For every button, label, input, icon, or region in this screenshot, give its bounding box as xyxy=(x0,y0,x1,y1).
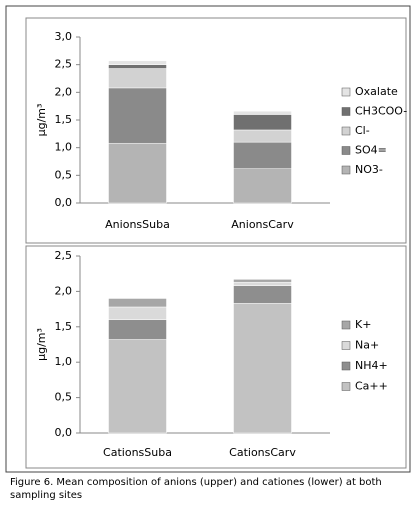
bar-segment xyxy=(233,279,292,283)
y-tick-label: 0,0 xyxy=(55,426,73,439)
bar-segment xyxy=(108,64,167,69)
bar-segment xyxy=(108,142,167,204)
bar-segment xyxy=(108,339,167,434)
legend-swatch xyxy=(341,146,351,155)
x-tick-label: AnionsCarv xyxy=(231,218,294,231)
legend-swatch xyxy=(341,87,351,97)
y-tick-label: 1,0 xyxy=(55,355,73,368)
bar-segment xyxy=(233,129,292,143)
y-tick-label: 0,0 xyxy=(55,196,73,209)
bar-segment xyxy=(233,114,292,131)
bar-segment xyxy=(233,281,292,286)
x-tick-label: AnionsSuba xyxy=(105,218,170,231)
y-tick-label: 1,5 xyxy=(55,320,73,333)
legend-swatch xyxy=(341,107,351,116)
y-tick-label: 1,5 xyxy=(55,113,73,126)
y-tick-label: 2,5 xyxy=(55,249,73,262)
legend-label: Cl- xyxy=(355,124,370,137)
legend-swatch xyxy=(341,341,351,350)
bar-segment xyxy=(233,285,292,304)
legend-label: Oxalate xyxy=(355,85,398,98)
legend-swatch xyxy=(341,361,351,371)
legend-label: SO4= xyxy=(355,144,387,157)
y-tick-label: 0,5 xyxy=(55,391,73,404)
y-tick-label: 3,0 xyxy=(55,30,73,43)
figure-frame xyxy=(5,5,411,473)
legend-swatch xyxy=(341,165,351,175)
y-axis-label: μg/m³ xyxy=(35,104,48,137)
legend-label: Na+ xyxy=(355,339,379,352)
bar-segment xyxy=(108,319,167,340)
x-tick-label: CationsCarv xyxy=(229,446,296,459)
bar-segment xyxy=(233,168,292,204)
bar-segment xyxy=(233,141,292,169)
legend-label: Ca++ xyxy=(355,380,388,393)
caption: Figure 6. Mean composition of anions (up… xyxy=(10,477,382,501)
legend-label: K+ xyxy=(355,318,371,331)
legend-swatch xyxy=(341,126,351,136)
y-axis-label: μg/m³ xyxy=(35,328,48,361)
panel-frame xyxy=(25,245,407,469)
legend-label: NH4+ xyxy=(355,359,388,372)
y-tick-label: 0,5 xyxy=(55,168,73,181)
bar-segment xyxy=(233,110,292,115)
panel-frame xyxy=(25,17,407,244)
y-tick-label: 2,0 xyxy=(55,85,73,98)
bar-segment xyxy=(108,87,167,144)
bar-segment xyxy=(108,298,167,308)
y-tick-label: 1,0 xyxy=(55,141,73,154)
y-tick-label: 2,0 xyxy=(55,284,73,297)
legend-swatch xyxy=(341,320,351,330)
bar-segment xyxy=(108,68,167,89)
y-tick-label: 2,5 xyxy=(55,58,73,71)
legend-label: CH3COO- xyxy=(355,105,407,118)
bar-segment xyxy=(108,60,167,65)
x-tick-label: CationsSuba xyxy=(103,446,172,459)
legend-label: NO3- xyxy=(355,163,383,176)
bar-segment xyxy=(108,306,167,320)
bar-segment xyxy=(233,303,292,434)
legend-swatch xyxy=(341,382,351,391)
